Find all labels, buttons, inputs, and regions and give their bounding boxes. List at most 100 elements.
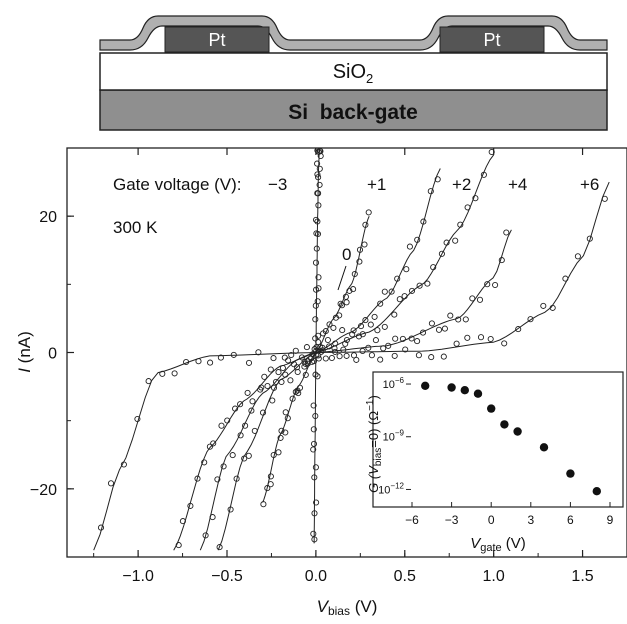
data-point — [501, 340, 508, 347]
data-point — [278, 427, 285, 434]
data-point — [331, 345, 338, 352]
data-point — [282, 409, 289, 416]
data-point — [349, 331, 356, 338]
data-point — [279, 364, 286, 372]
data-point — [270, 384, 278, 391]
sio2-label-main: SiO — [333, 61, 366, 83]
data-point — [248, 407, 255, 414]
sio2-label-sub: 2 — [366, 71, 373, 86]
data-point — [267, 481, 274, 488]
data-point — [312, 371, 319, 378]
data-point — [107, 480, 115, 487]
data-point — [480, 171, 487, 178]
data-point — [310, 402, 317, 409]
data-point — [237, 401, 244, 408]
pt-label-left: Pt — [208, 30, 225, 50]
data-point — [281, 354, 288, 361]
data-point — [145, 378, 152, 385]
data-point — [402, 346, 409, 353]
data-point — [420, 218, 427, 225]
data-point — [338, 302, 346, 309]
main-plot: −1.0 −0.5 0.0 0.5 1.0 1.5 −20 0 20 Gate voltage … — [15, 147, 627, 618]
temperature-label: 300 K — [113, 218, 158, 237]
data-point — [282, 371, 289, 378]
data-point — [171, 370, 178, 377]
data-point — [357, 323, 365, 330]
data-point — [319, 344, 326, 351]
data-point — [314, 160, 321, 167]
sio2-label: SiO2 — [333, 61, 374, 86]
inset-data-point — [460, 386, 469, 395]
data-point — [315, 190, 322, 197]
data-point — [313, 230, 320, 237]
data-point — [372, 337, 379, 344]
data-point — [230, 351, 237, 358]
data-point — [365, 344, 372, 351]
data-point — [415, 352, 422, 359]
data-point — [365, 209, 372, 216]
inset-y-tick-label: 10−6 — [383, 376, 405, 391]
curve-label-plus2: +2 — [452, 175, 471, 194]
curve-label-plus4: +4 — [508, 175, 527, 194]
data-point — [315, 352, 322, 359]
data-point — [586, 235, 593, 242]
data-point — [220, 463, 227, 470]
data-point — [457, 221, 464, 228]
data-point — [350, 327, 357, 334]
inset-data-point — [473, 389, 483, 398]
data-point — [377, 356, 384, 363]
data-point — [312, 412, 319, 420]
inset-data-point — [539, 443, 549, 452]
data-point — [381, 288, 388, 295]
data-point — [290, 361, 298, 368]
data-point — [396, 296, 403, 303]
data-point — [374, 327, 381, 334]
data-point — [414, 338, 421, 345]
data-point — [318, 348, 325, 355]
data-point — [251, 427, 258, 434]
data-point — [377, 300, 384, 307]
y-tick-label: 0 — [48, 346, 57, 363]
data-point — [441, 325, 448, 332]
data-point — [326, 321, 333, 328]
data-point — [237, 432, 244, 439]
data-point — [391, 352, 398, 359]
data-point — [209, 514, 216, 521]
inset-x-tick-label: 3 — [527, 513, 534, 527]
data-point — [218, 422, 225, 429]
data-point — [361, 241, 368, 248]
inset-data-points — [421, 381, 601, 496]
data-point — [272, 378, 280, 385]
data-point — [285, 357, 292, 364]
data-point — [428, 354, 435, 361]
data-point — [202, 532, 209, 539]
data-point — [343, 336, 350, 344]
data-point — [295, 390, 302, 397]
data-point — [346, 287, 353, 294]
data-point — [269, 397, 276, 404]
inset-y-tick-label: 10−12 — [378, 481, 404, 496]
data-point — [324, 336, 331, 344]
inset-data-point — [592, 487, 601, 496]
inset-plot: −6 −3 0 3 6 9 10−6 10−9 10−12 Vgate (V) G (Vbias… — [365, 371, 624, 554]
x-tick-label: 0.5 — [394, 568, 416, 585]
data-point — [392, 335, 399, 342]
data-point — [332, 348, 339, 355]
data-point — [301, 363, 308, 370]
inset-data-point — [566, 469, 575, 478]
data-point — [388, 288, 395, 295]
data-point — [312, 464, 319, 471]
data-point — [342, 293, 349, 300]
inset-y-label-sub: bias — [373, 448, 384, 466]
data-point — [401, 293, 408, 300]
data-point — [179, 518, 186, 525]
data-point — [287, 377, 294, 384]
data-point — [313, 499, 320, 506]
data-point — [455, 316, 462, 323]
data-point — [187, 502, 194, 509]
y-tick-label: −20 — [30, 482, 57, 499]
data-point — [464, 204, 471, 211]
data-point — [311, 536, 318, 543]
data-point — [260, 501, 267, 508]
data-point — [206, 443, 213, 450]
